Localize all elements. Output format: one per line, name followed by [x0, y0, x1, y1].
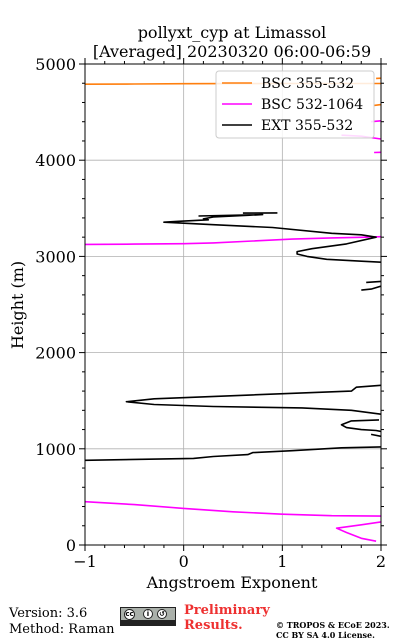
legend-label-ext-355-532: EXT 355-532: [261, 118, 353, 134]
legend-label-bsc-355-532: BSC 355-532: [261, 76, 354, 92]
cc-license-badge: cc i ↺: [120, 607, 176, 626]
license-text: CC BY SA 4.0 License.: [276, 630, 375, 640]
version-text: Version: 3.6: [9, 606, 88, 621]
series-line-ext-355-532: [340, 419, 381, 433]
cc-icon: cc: [124, 609, 135, 620]
y-tick-label: 3000: [35, 247, 76, 266]
results-label: Results.: [184, 618, 243, 633]
by-icon: i: [143, 609, 153, 619]
x-tick-label: 2: [376, 552, 386, 571]
badge-bar: [121, 620, 175, 625]
series-line-bsc-532-1064: [85, 235, 381, 246]
x-tick-label: 1: [277, 552, 287, 571]
preliminary-label: Preliminary: [184, 603, 270, 618]
method-text: Method: Raman: [9, 622, 115, 637]
legend: BSC 355-532 BSC 532-1064 EXT 355-532: [215, 70, 375, 139]
y-tick-label: 0: [66, 536, 76, 555]
chart-title-line-2: [Averaged] 20230320 06:00-06:59: [93, 42, 371, 61]
copyright-text: © TROPOS & ECoE 2023.: [276, 620, 390, 630]
x-axis-label: Angstroem Exponent: [146, 573, 318, 592]
series-line-ext-355-532: [370, 433, 381, 438]
series-line-bsc-532-1064: [335, 521, 381, 542]
y-tick-label: 4000: [35, 151, 76, 170]
x-tick-label: 0: [179, 552, 189, 571]
series-line-bsc-355-532: [373, 103, 381, 107]
series-line-ext-355-532: [361, 285, 381, 291]
series-line-ext-355-532: [85, 446, 381, 462]
y-tick-label: 1000: [35, 440, 76, 459]
sa-icon: ↺: [157, 609, 167, 619]
series-line-bsc-532-1064: [85, 500, 381, 517]
series-line-ext-355-532: [366, 280, 381, 284]
series-group: [85, 77, 381, 542]
x-tick-label: −1: [73, 552, 97, 571]
plot-frame: [84, 63, 382, 546]
series-line-ext-355-532: [163, 213, 381, 263]
chart-title-line-1: pollyxt_cyp at Limassol: [138, 23, 327, 42]
legend-box: [215, 70, 375, 139]
series-line-ext-355-532: [125, 384, 381, 415]
y-tick-label: 2000: [35, 344, 76, 363]
legend-label-bsc-532-1064: BSC 532-1064: [261, 97, 363, 113]
y-tick-label: 5000: [35, 55, 76, 74]
y-axis-label: Height (m): [8, 261, 27, 349]
